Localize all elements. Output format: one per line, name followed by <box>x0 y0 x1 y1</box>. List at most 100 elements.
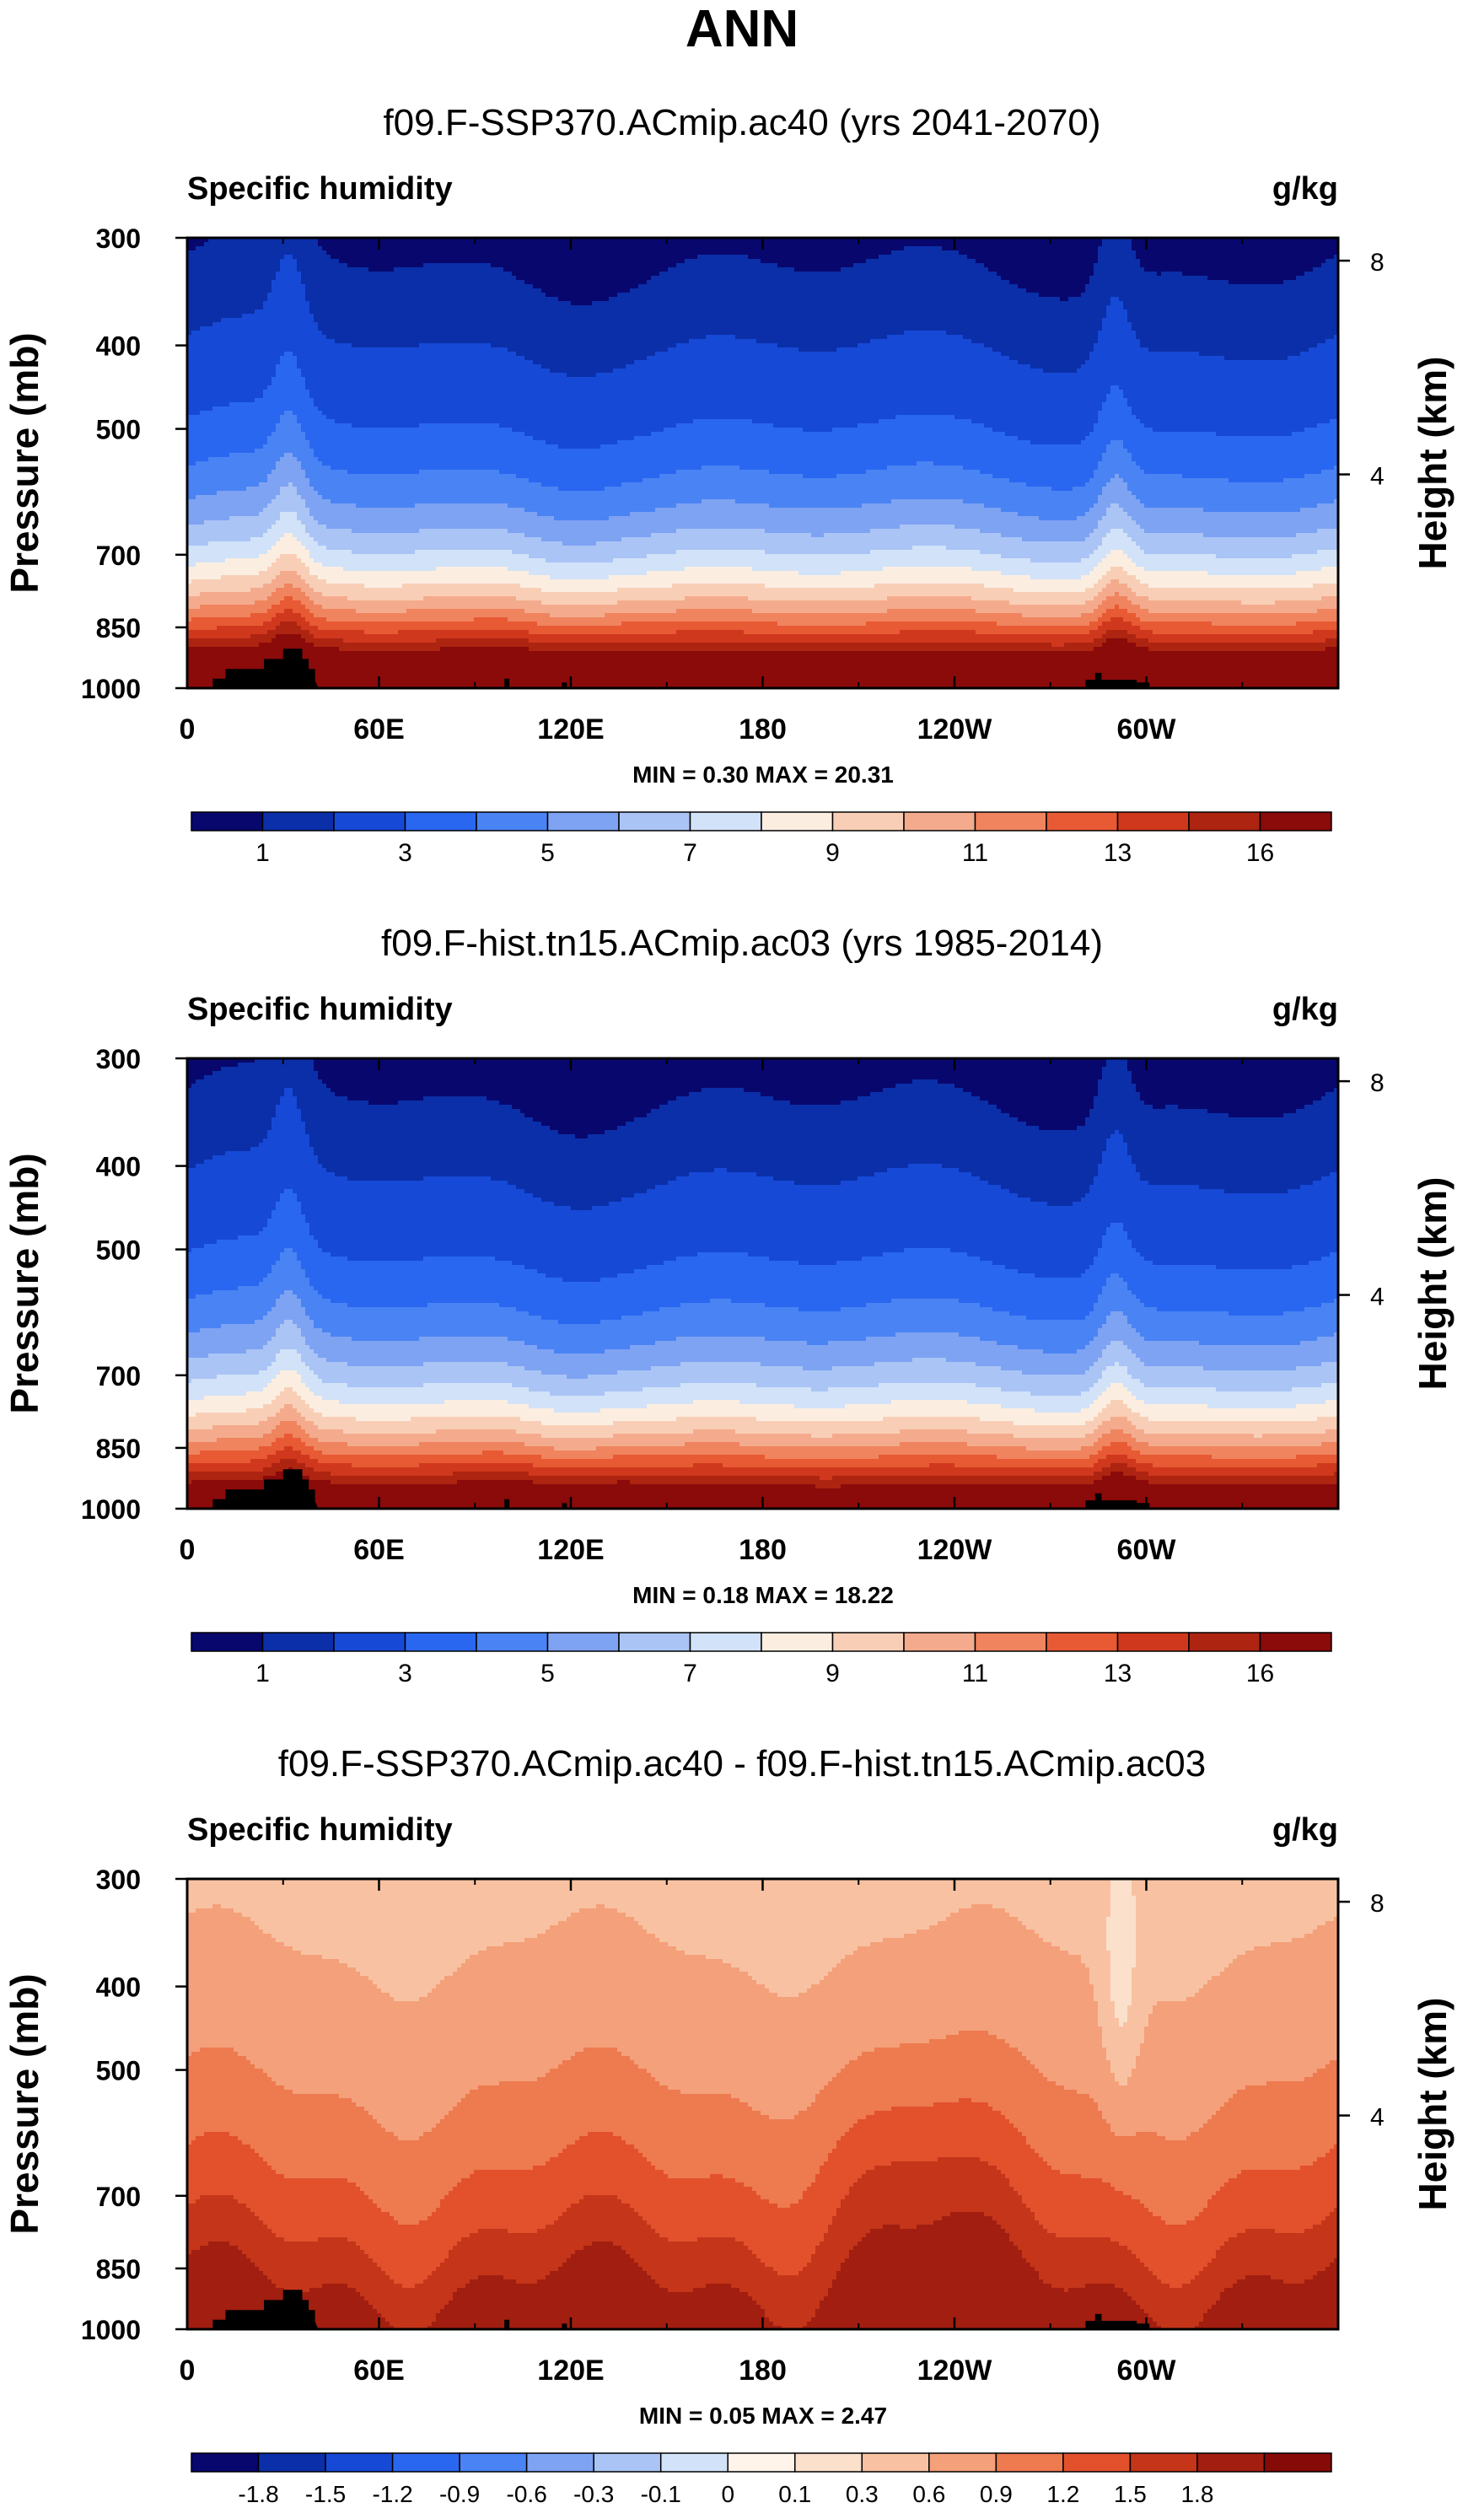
contour-cell <box>461 343 466 424</box>
contour-cell <box>217 1328 222 1354</box>
contour-cell <box>385 347 390 428</box>
contour-cell <box>866 651 871 669</box>
contour-cell <box>1094 263 1099 344</box>
contour-cell <box>196 617 201 631</box>
contour-cell <box>1334 596 1338 610</box>
contour-cell <box>326 255 331 340</box>
contour-cell <box>1153 664 1158 688</box>
contour-cell <box>588 592 593 605</box>
contour-cell <box>891 567 896 584</box>
contour-cell <box>992 622 997 635</box>
contour-cell <box>824 588 829 601</box>
contour-cell <box>984 651 989 665</box>
contour-cell <box>967 259 972 340</box>
contour-cell <box>971 622 976 631</box>
y-right-axis-label: Height (km) <box>1411 357 1454 570</box>
contour-cell <box>659 554 664 572</box>
contour-cell <box>895 567 901 584</box>
contour-cell <box>234 1151 239 1241</box>
contour-cell <box>929 630 934 643</box>
contour-cell <box>512 584 517 597</box>
contour-cell <box>626 440 631 483</box>
contour-cell <box>1140 596 1145 610</box>
contour-cell <box>794 626 799 635</box>
contour-cell <box>406 474 411 509</box>
contour-cell <box>836 634 841 643</box>
contour-cell <box>385 474 390 509</box>
contour-cell <box>1254 626 1259 635</box>
contour-cell <box>200 246 205 327</box>
contour-cell <box>288 596 293 610</box>
contour-cell <box>946 651 951 665</box>
contour-cell <box>727 255 732 336</box>
colorbar-label: 9 <box>825 839 840 867</box>
contour-cell <box>360 651 365 665</box>
contour-cell <box>866 600 871 614</box>
contour-cell <box>1271 575 1276 589</box>
contour-cell <box>680 584 686 601</box>
contour-cell <box>630 651 635 665</box>
contour-cell <box>1186 238 1191 277</box>
contour-cell <box>1119 596 1124 610</box>
contour-cell <box>1304 238 1309 272</box>
contour-cell <box>874 259 879 340</box>
contour-cell <box>1207 575 1212 589</box>
contour-cell <box>546 487 551 517</box>
contour-cell <box>187 609 192 622</box>
contour-cell <box>229 541 234 559</box>
contour-cell <box>643 575 648 589</box>
contour-cell <box>204 520 209 546</box>
contour-cell <box>680 643 686 652</box>
contour-cell <box>1073 617 1078 627</box>
contour-cell <box>929 643 934 652</box>
contour-cell <box>862 588 867 601</box>
contour-cell <box>436 470 441 504</box>
contour-cell <box>208 647 213 665</box>
contour-cell <box>495 529 500 551</box>
contour-cell <box>305 567 310 584</box>
contour-cell <box>659 588 664 601</box>
contour-cell <box>250 1480 255 1498</box>
contour-cell <box>318 630 323 639</box>
contour-cell <box>714 255 719 336</box>
contour-cell <box>234 1472 239 1481</box>
contour-cell <box>427 571 433 584</box>
contour-cell <box>381 272 386 348</box>
contour-cell <box>605 613 610 627</box>
contour-cell <box>272 280 277 378</box>
contour-cell <box>246 605 251 618</box>
contour-cell <box>1279 575 1284 589</box>
contour-cell <box>841 588 846 601</box>
contour-cell <box>390 474 395 509</box>
contour-cell <box>963 255 968 340</box>
contour-cell <box>495 503 500 530</box>
contour-cell <box>748 470 753 504</box>
contour-cell <box>482 609 487 618</box>
contour-cell <box>550 617 555 627</box>
contour-cell <box>777 613 782 627</box>
contour-cell <box>874 550 879 572</box>
contour-cell <box>820 575 825 589</box>
contour-cell <box>744 503 749 530</box>
contour-cell <box>731 238 736 256</box>
contour-cell <box>415 550 420 572</box>
contour-cell <box>870 651 875 669</box>
contour-cell <box>191 664 196 688</box>
contour-cell <box>208 1354 213 1380</box>
contour-cell <box>474 470 479 504</box>
contour-cell <box>449 630 454 639</box>
contour-cell <box>491 550 496 568</box>
contour-cell <box>208 1328 213 1354</box>
contour-cell <box>1174 238 1179 272</box>
contour-cell <box>546 562 551 576</box>
contour-cell <box>368 508 374 534</box>
contour-cell <box>1309 634 1314 643</box>
contour-cell <box>748 609 753 622</box>
contour-cell <box>1199 533 1204 555</box>
contour-cell <box>1207 356 1212 433</box>
contour-cell <box>959 609 964 622</box>
contour-cell <box>1191 554 1196 572</box>
contour-cell <box>891 499 896 530</box>
contour-cell <box>954 238 960 251</box>
contour-cell <box>988 600 993 614</box>
